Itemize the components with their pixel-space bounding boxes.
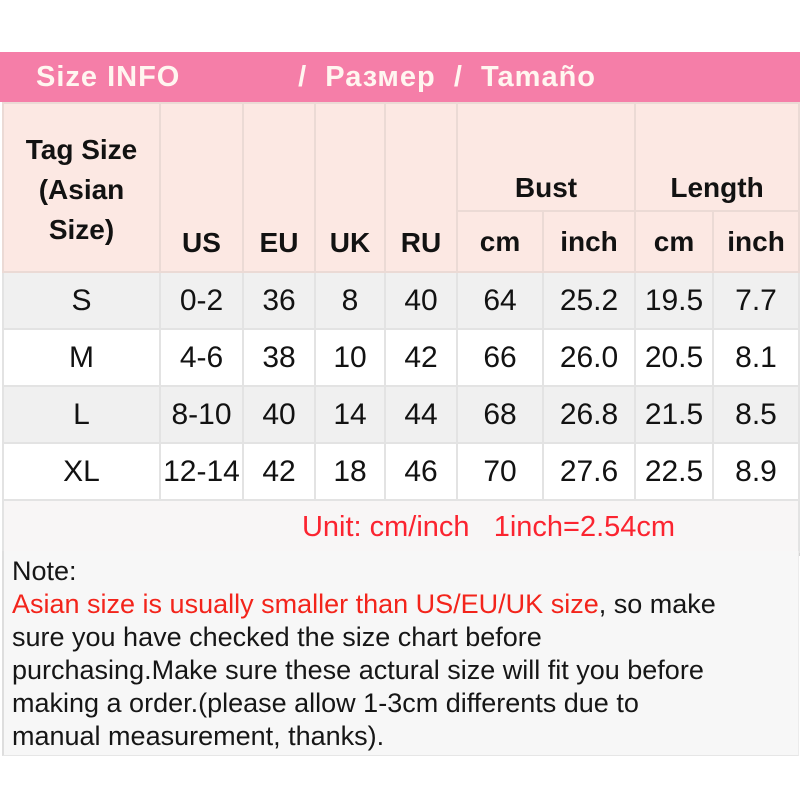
size-cell: L bbox=[2, 385, 161, 444]
table-row-l: L 8-10 40 14 44 68 26.8 21.5 8.5 bbox=[2, 385, 800, 444]
size-cell: 40 bbox=[242, 385, 316, 444]
size-cell: 12-14 bbox=[159, 442, 244, 501]
size-cell: 8.5 bbox=[712, 385, 800, 444]
table-row-m: M 4-6 38 10 42 66 26.0 20.5 8.1 bbox=[2, 328, 800, 387]
col-header-tag-size: Tag Size (Asian Size) bbox=[2, 102, 161, 273]
note-line: manual measurement, thanks). bbox=[12, 721, 385, 751]
size-cell: 26.0 bbox=[541, 328, 637, 387]
col-header-ru: RU bbox=[384, 102, 458, 273]
note-line: Asian size is usually smaller than US/EU… bbox=[12, 588, 792, 621]
size-cell: 10 bbox=[314, 328, 386, 387]
banner-title: Size INFO / Размер / Tamaño bbox=[36, 60, 597, 93]
size-cell: 8-10 bbox=[159, 385, 244, 444]
size-cell: 8 bbox=[314, 271, 386, 330]
size-cell: 4-6 bbox=[159, 328, 244, 387]
col-header-length-cm: cm bbox=[634, 210, 715, 273]
size-cell: 42 bbox=[384, 328, 458, 387]
unit-note-row: Unit: cm/inch 1inch=2.54cm bbox=[1, 499, 800, 556]
size-cell: S bbox=[2, 271, 161, 330]
size-cell: 40 bbox=[384, 271, 458, 330]
size-cell: 7.7 bbox=[712, 271, 800, 330]
col-group-bust: Bust bbox=[455, 102, 637, 212]
size-table: Tag Size (Asian Size) US EU UK RU Bust L… bbox=[1, 102, 800, 556]
unit-note-text: Unit: cm/inch 1inch=2.54cm bbox=[301, 511, 676, 543]
note-black-text: , so make bbox=[598, 589, 716, 619]
size-cell: 14 bbox=[314, 385, 386, 444]
note-title: Note: bbox=[12, 556, 77, 586]
col-header-bust-inch: inch bbox=[541, 210, 637, 273]
note-red-text: Asian size is usually smaller than US/EU… bbox=[12, 589, 599, 619]
size-info-banner: Size INFO / Размер / Tamaño bbox=[0, 52, 800, 102]
size-cell: 0-2 bbox=[159, 271, 244, 330]
col-header-bust-cm: cm bbox=[456, 210, 544, 273]
size-cell: 46 bbox=[384, 442, 458, 501]
col-group-length: Length bbox=[634, 102, 800, 212]
size-cell: 8.9 bbox=[712, 442, 800, 501]
col-header-us: US bbox=[159, 102, 244, 273]
size-cell: 38 bbox=[242, 328, 316, 387]
size-cell: 21.5 bbox=[634, 385, 715, 444]
note-line: purchasing.Make sure these actural size … bbox=[12, 655, 704, 685]
size-cell: 22.5 bbox=[634, 442, 715, 501]
size-cell: 8.1 bbox=[712, 328, 800, 387]
col-header-uk: UK bbox=[314, 102, 386, 273]
table-row-xl: XL 12-14 42 18 46 70 27.6 22.5 8.9 bbox=[2, 442, 800, 501]
size-cell: 44 bbox=[384, 385, 458, 444]
unit-note-cell: Unit: cm/inch 1inch=2.54cm bbox=[1, 499, 800, 556]
table-row-s: S 0-2 36 8 40 64 25.2 19.5 7.7 bbox=[2, 271, 800, 330]
size-cell: 18 bbox=[314, 442, 386, 501]
size-cell: XL bbox=[2, 442, 161, 501]
col-header-length-inch: inch bbox=[712, 210, 800, 273]
size-cell: 64 bbox=[456, 271, 544, 330]
size-cell: 25.2 bbox=[541, 271, 637, 330]
size-cell: 36 bbox=[242, 271, 316, 330]
note-section: Note: Asian size is usually smaller than… bbox=[2, 551, 799, 756]
size-cell: 27.6 bbox=[541, 442, 637, 501]
size-cell: 42 bbox=[242, 442, 316, 501]
size-cell: 70 bbox=[456, 442, 544, 501]
size-cell: 20.5 bbox=[634, 328, 715, 387]
size-cell: 26.8 bbox=[541, 385, 637, 444]
size-cell: 66 bbox=[456, 328, 544, 387]
col-header-eu: EU bbox=[242, 102, 316, 273]
table-header: Tag Size (Asian Size) US EU UK RU Bust L… bbox=[2, 102, 800, 273]
size-cell: M bbox=[2, 328, 161, 387]
size-cell: 68 bbox=[456, 385, 544, 444]
table-body: S 0-2 36 8 40 64 25.2 19.5 7.7 M 4-6 38 … bbox=[1, 271, 800, 556]
size-cell: 19.5 bbox=[634, 271, 715, 330]
note-line: making a order.(please allow 1-3cm diffe… bbox=[12, 688, 639, 718]
note-line: sure you have checked the size chart bef… bbox=[12, 622, 542, 652]
